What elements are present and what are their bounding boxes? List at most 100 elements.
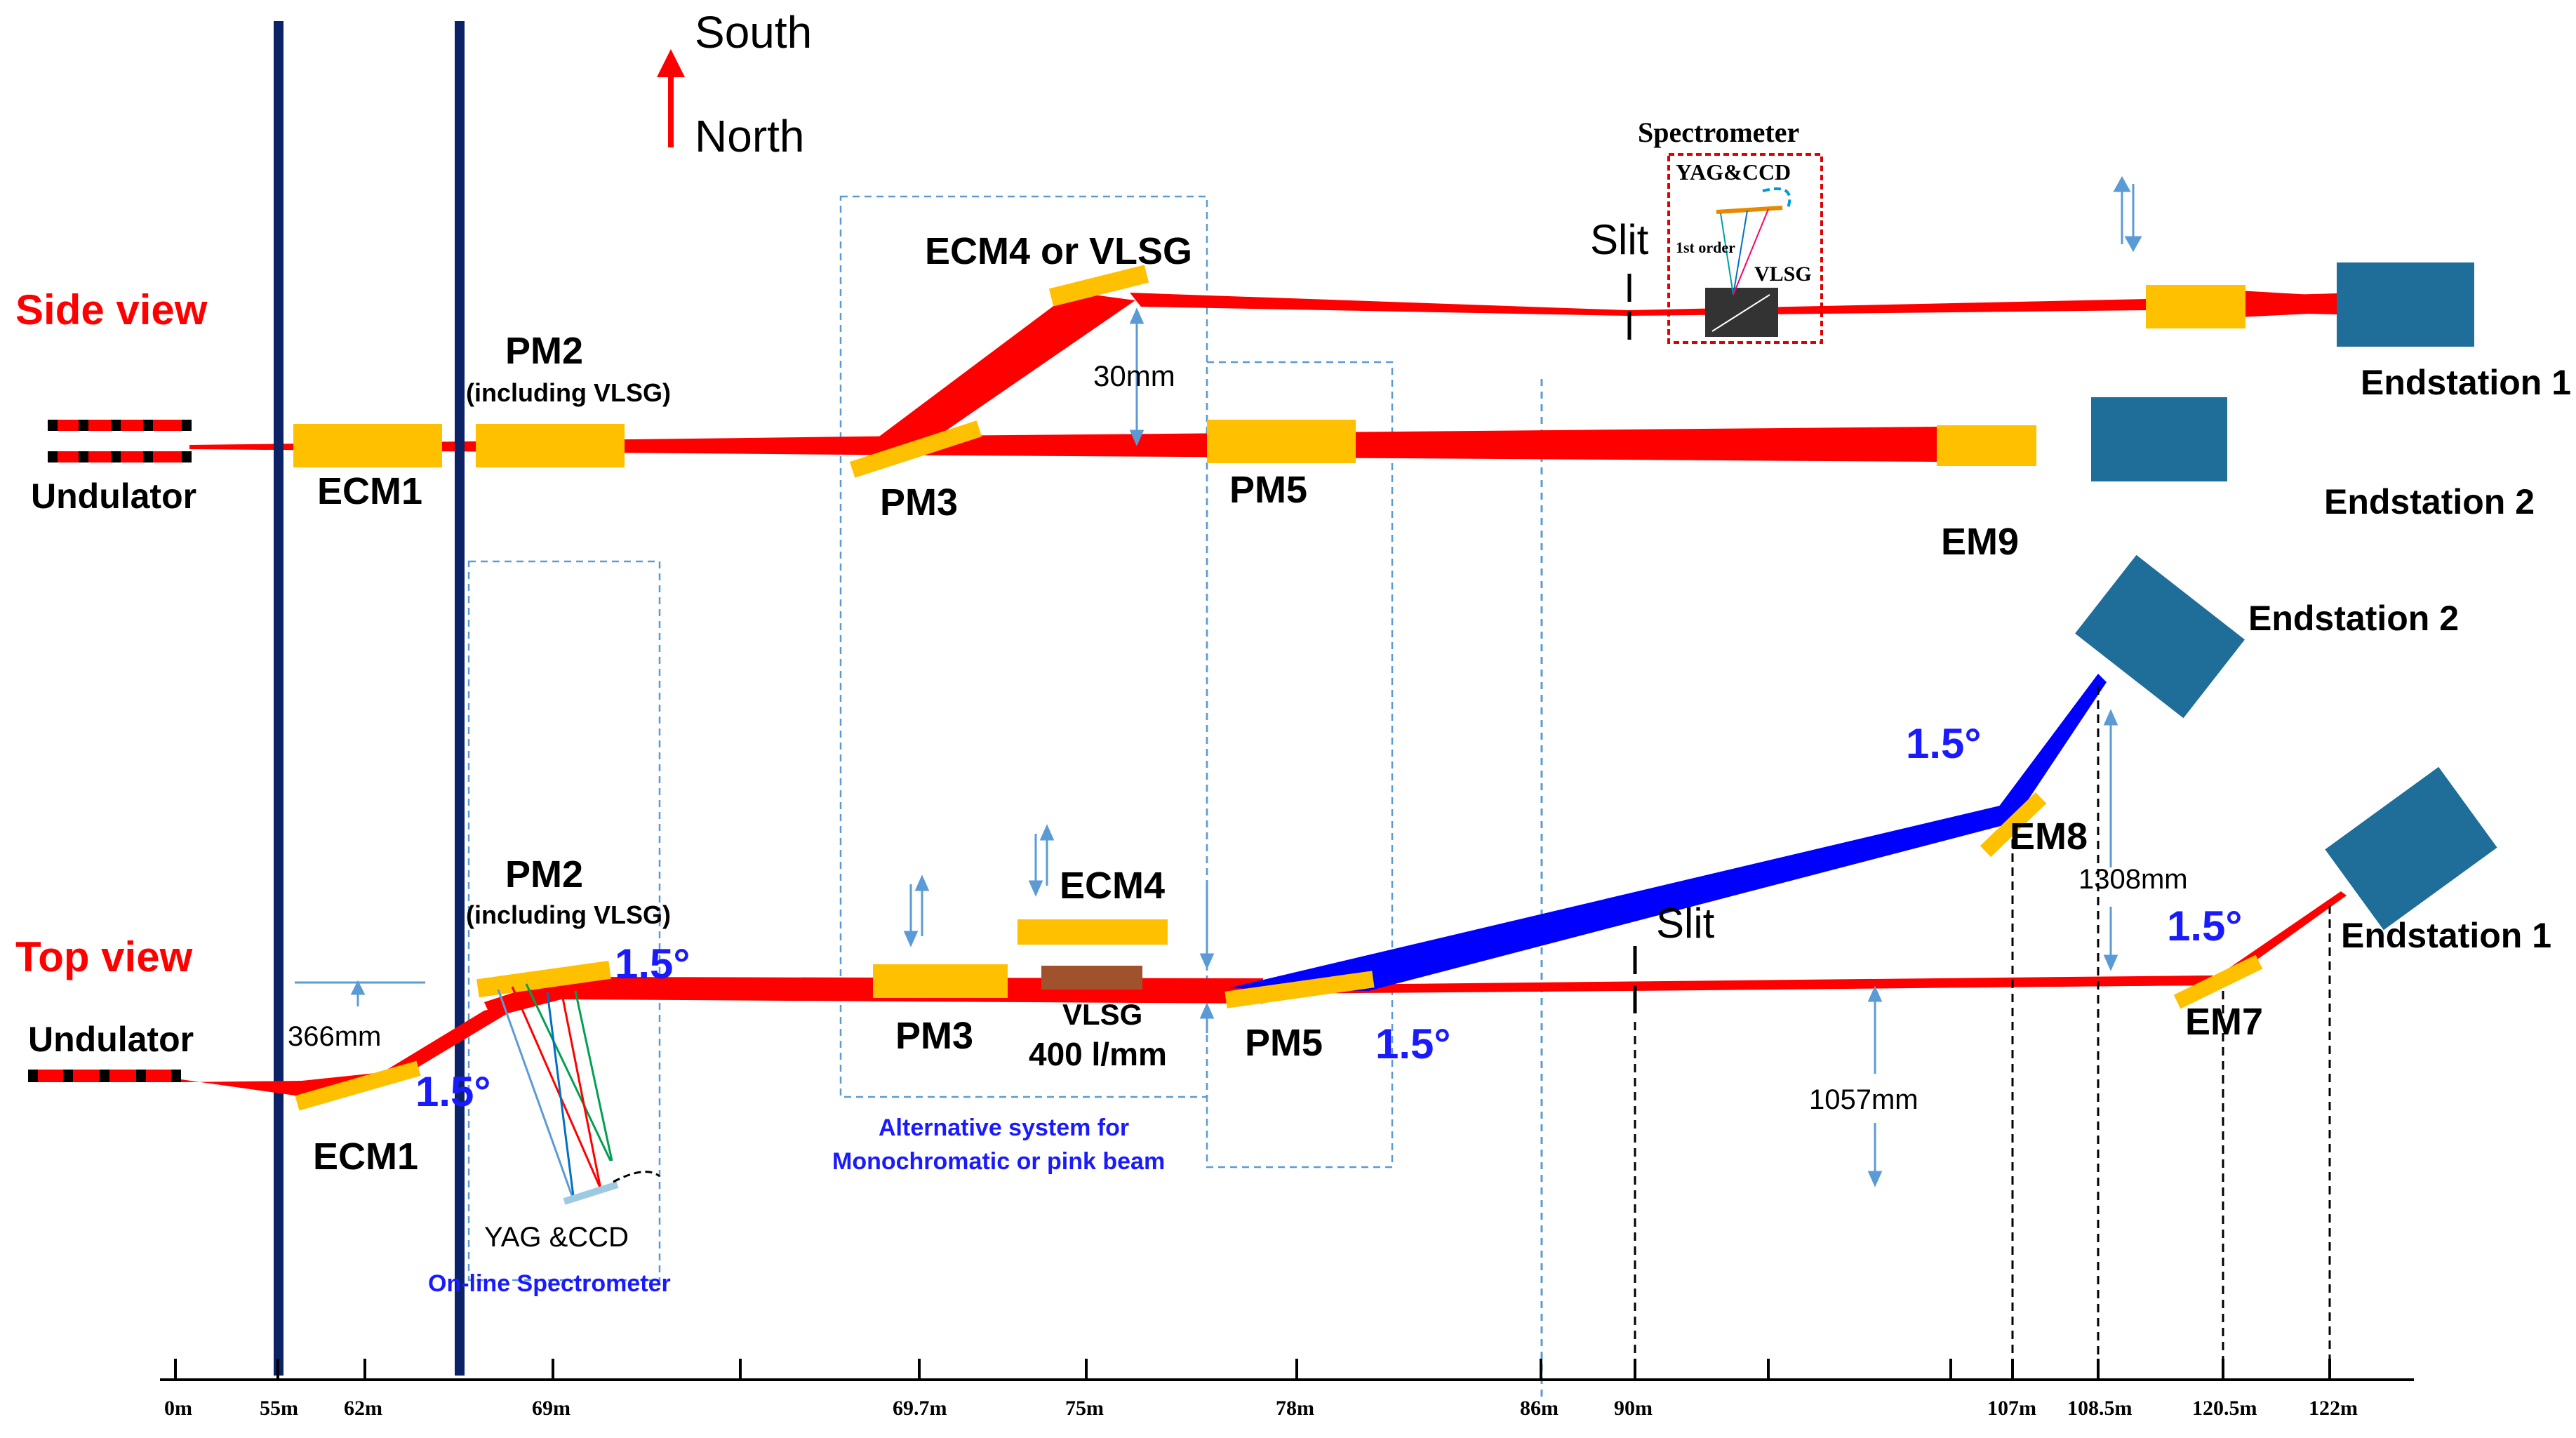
top-undulator-label: Undulator xyxy=(28,1020,194,1059)
alt-system-line1: Alternative system for xyxy=(879,1114,1129,1141)
spectrometer-detector xyxy=(1716,206,1783,214)
compass-south: South xyxy=(695,7,812,58)
side-pm2-sub: (including VLSG) xyxy=(466,378,671,407)
axis-tick-label: 75m xyxy=(1065,1397,1104,1420)
top-undulator xyxy=(28,1070,181,1082)
axis-tick-label: 0m xyxy=(164,1397,192,1420)
side-endstation1 xyxy=(2337,262,2474,347)
top-em8-label: EM8 xyxy=(2010,815,2088,858)
side-pm3-label: PM3 xyxy=(880,481,958,524)
axis-tick-label: 86m xyxy=(1520,1397,1559,1420)
side-endstation2 xyxy=(2091,397,2227,481)
angle-em7: 1.5° xyxy=(2167,903,2242,950)
side-ecm1-label: ECM1 xyxy=(317,470,422,512)
axis-tick-label: 62m xyxy=(344,1397,382,1420)
axis-tick-labels: 0m 55m 62m 69m 69.7m 75m 78m 86m 90m 107m 108.5m 12… xyxy=(164,1397,2358,1420)
side-beam-es1-end xyxy=(2238,291,2337,317)
axis-tick-label: 120.5m xyxy=(2192,1397,2257,1420)
axis-droplines xyxy=(1634,686,2331,1369)
online-spectrometer-box xyxy=(467,560,661,1281)
axis-tick-label: 69m xyxy=(532,1397,570,1420)
top-endstation2 xyxy=(2075,554,2245,719)
top-em7-mirror xyxy=(2173,954,2263,1009)
spectrometer-rays xyxy=(1720,208,1769,295)
alt-system-line2: Monochromatic or pink beam xyxy=(832,1148,1165,1175)
pm3-double-arrow xyxy=(903,874,930,947)
online-spectrometer-label: On-line Spectrometer xyxy=(428,1270,671,1297)
axis-tick-label: 90m xyxy=(1614,1397,1653,1420)
side-em9-label: EM9 xyxy=(1941,521,2019,563)
angle-ecm1: 1.5° xyxy=(415,1068,490,1115)
top-pm2-mirror xyxy=(476,960,611,998)
top-ecm4-mirror xyxy=(1017,919,1168,945)
side-double-arrow xyxy=(2113,175,2142,253)
top-1308mm-label: 1308mm xyxy=(2078,864,2188,895)
grating-line xyxy=(1711,294,1770,332)
top-vlsg-density: 400 l/mm xyxy=(1029,1036,1167,1072)
side-pm3-mirror xyxy=(849,420,982,478)
online-detector xyxy=(563,1181,619,1205)
side-beam-up xyxy=(857,292,1135,455)
side-pm5-mirror xyxy=(1207,420,1356,463)
dim-1057mm xyxy=(1867,985,1883,1187)
side-view-title: Side view xyxy=(15,286,208,333)
top-endstation2-label: Endstation 2 xyxy=(2248,599,2459,638)
top-1057mm-label: 1057mm xyxy=(1809,1084,1918,1115)
spectrometer-first-order: 1st order xyxy=(1676,239,1735,256)
top-slit-label: Slit xyxy=(1656,900,1715,947)
side-ecm1-mirror xyxy=(293,424,442,467)
top-endstation1 xyxy=(2325,766,2497,931)
spectrometer-yag-ccd: YAG&CCD xyxy=(1676,159,1791,185)
side-em9-mirror xyxy=(1937,425,2036,466)
top-pm2-label: PM2 xyxy=(505,853,583,896)
side-endstation1-label: Endstation 1 xyxy=(2361,363,2571,402)
side-endstation2-label: Endstation 2 xyxy=(2324,482,2535,521)
shield-wall-55m xyxy=(274,21,283,1376)
top-ecm4-label: ECM4 xyxy=(1060,865,1165,907)
spectrometer-title: Spectrometer xyxy=(1638,116,1799,148)
angle-pm5: 1.5° xyxy=(1375,1020,1450,1067)
side-es1-mirror xyxy=(2146,285,2245,328)
top-view-title: Top view xyxy=(15,933,193,980)
axis-tick-label: 69.7m xyxy=(893,1397,947,1420)
top-vlsg-label: VLSG xyxy=(1062,998,1142,1031)
axis-tick-label: 78m xyxy=(1276,1397,1314,1420)
top-endstation1-label: Endstation 1 xyxy=(2341,916,2551,955)
online-detector-curve xyxy=(613,1171,660,1183)
axis-tick-label: 55m xyxy=(260,1397,298,1420)
angle-em8: 1.5° xyxy=(1906,720,1981,767)
top-pm5-label: PM5 xyxy=(1245,1022,1323,1064)
top-ecm1-mirror xyxy=(295,1060,421,1111)
axis-tick-marks xyxy=(174,1359,2331,1380)
side-pm2-mirror xyxy=(476,424,625,467)
spectrometer-curve xyxy=(1762,187,1791,208)
dim-366mm xyxy=(295,980,425,1006)
axis-tick-label: 108.5m xyxy=(2067,1397,2133,1420)
angle-pm2: 1.5° xyxy=(615,940,690,987)
top-pm3-mirror xyxy=(873,964,1008,998)
axis-tick-label: 122m xyxy=(2309,1397,2358,1420)
side-ecm4-mirror xyxy=(1048,265,1149,307)
side-undulator-label: Undulator xyxy=(31,477,196,516)
pm5-gap-arrows xyxy=(1199,881,1215,1033)
top-vlsg-grating xyxy=(1041,966,1142,990)
top-beam-blue xyxy=(1228,806,2014,991)
compass-north: North xyxy=(695,111,805,161)
top-pm3-label: PM3 xyxy=(895,1015,973,1057)
top-em7-label: EM7 xyxy=(2185,1001,2263,1043)
side-30mm-arrow xyxy=(1129,307,1144,446)
online-spectrometer-rays xyxy=(497,983,613,1202)
online-yag-ccd: YAG &CCD xyxy=(484,1222,629,1253)
top-beam-blue-es2 xyxy=(1998,674,2107,825)
top-ecm1-label: ECM1 xyxy=(313,1136,418,1178)
dim-1308mm xyxy=(2103,709,2118,971)
top-pm5-mirror xyxy=(1224,971,1375,1008)
side-undulator xyxy=(48,420,192,462)
side-pm2-label: PM2 xyxy=(505,330,583,372)
top-em8-mirror xyxy=(1980,792,2047,858)
axis-tick-label: 107m xyxy=(1987,1397,2036,1420)
compass-arrow xyxy=(657,49,685,147)
side-beam-upper xyxy=(1130,293,2337,316)
